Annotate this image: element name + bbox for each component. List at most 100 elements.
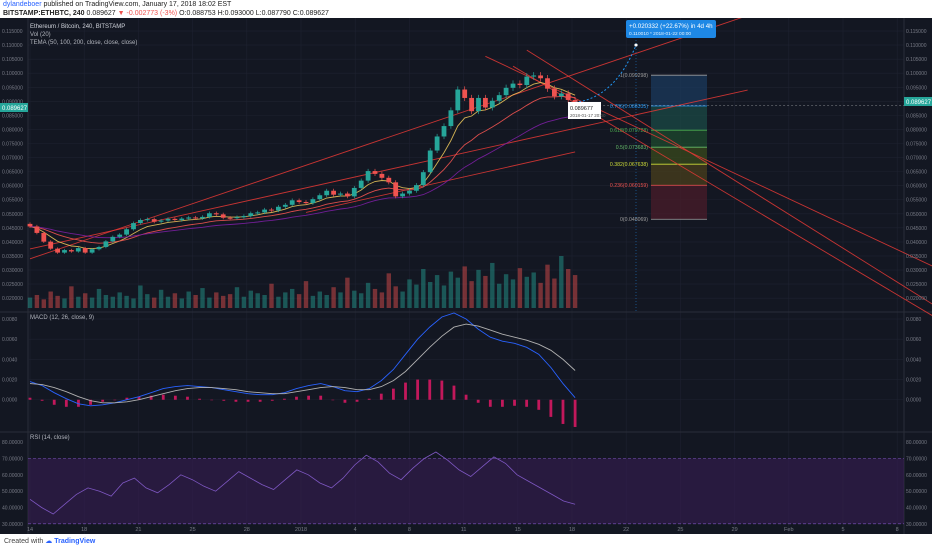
price-tick-left: 0.025000 (2, 282, 23, 288)
rsi-tick-left: 40.00000 (2, 506, 23, 512)
volume-bar (310, 295, 316, 308)
tema-lines (29, 82, 576, 250)
macd-histogram-bar (476, 399, 480, 403)
macd-histogram-bar (561, 399, 565, 424)
candle-body (476, 97, 481, 112)
candle-body (545, 78, 550, 89)
volume-bar (227, 294, 233, 308)
author-link[interactable]: dylandeboer (3, 1, 42, 8)
candle-body (48, 241, 54, 249)
price-tick-left: 0.100000 (2, 71, 23, 77)
price-tick-right: 0.075000 (906, 142, 927, 148)
volume-bar (393, 286, 398, 308)
candle-body (462, 89, 468, 98)
volume-bar (165, 296, 171, 308)
rsi-tick-left: 50.00000 (2, 489, 23, 495)
fib-zone (651, 147, 707, 165)
trend-line (29, 89, 748, 250)
macd-histogram-bar (28, 397, 32, 400)
current-price-tag-left (0, 103, 28, 112)
volume-bar (96, 288, 102, 308)
candle-body (420, 172, 426, 186)
volume-bar (345, 277, 350, 308)
rsi-tick-right: 60.00000 (906, 473, 927, 479)
candle-body (296, 200, 302, 202)
macd-tick-right: 0.0060 (906, 337, 922, 343)
price-tick-left: 0.090000 (2, 99, 23, 105)
candle-body (400, 193, 405, 197)
candle-body (434, 136, 440, 151)
footer: Created with ☁ TradingView (0, 534, 932, 550)
volume-bar (338, 292, 343, 308)
macd-histogram-bar (186, 396, 189, 400)
candle-body (331, 190, 336, 195)
volume-bar (262, 295, 267, 308)
rsi-tick-left: 80.00000 (2, 440, 23, 446)
macd-tick-right: 0.0000 (906, 398, 922, 404)
candle-body (227, 217, 233, 219)
price-projection[interactable] (575, 40, 638, 312)
volume-bar (517, 268, 523, 308)
macd-histogram-bar (137, 396, 141, 400)
current-price-left: 0.089627 (2, 106, 28, 112)
fibonacci-retracement[interactable]: 1(0.099298) 0.786(0.088335) 0.618(0.079728… (610, 73, 707, 223)
volume-bar (469, 281, 474, 308)
price-tick-left: 0.110000 (2, 43, 23, 49)
time-tick: 11 (461, 527, 467, 533)
price-tick-right: 0.035000 (906, 254, 927, 260)
fib-zone (651, 106, 707, 131)
macd-pane (28, 312, 577, 427)
ohlc-values: O:0.088753 H:0.093000 L:0.087790 C:0.089… (179, 10, 329, 17)
trend-lines[interactable] (29, 18, 932, 321)
candle-body (365, 171, 371, 181)
candle-body (317, 195, 323, 200)
price-change: -0.002773 (-3%) (126, 10, 178, 17)
published-text: published on TradingView.com, January 17… (43, 1, 232, 8)
price-tick-right: 0.030000 (906, 268, 927, 274)
time-tick: Feb (784, 527, 793, 533)
volume-bar (241, 296, 247, 308)
macd-histogram-bar (525, 399, 529, 407)
volume-bar (531, 272, 536, 308)
chart-area[interactable]: 1(0.099298) 0.786(0.088335) 0.618(0.079728… (0, 18, 932, 534)
macd-histogram-bar (77, 399, 80, 407)
volume-bar (283, 292, 288, 308)
time-tick: 25 (190, 527, 196, 533)
tema-legend: TEMA (50, 100, 200, close, close, close) (30, 40, 137, 46)
volume-bar (186, 291, 191, 308)
price-tick-left: 0.065000 (2, 170, 23, 176)
tradingview-brand[interactable]: TradingView (54, 538, 96, 545)
tema-line (29, 95, 576, 244)
macd-histogram-bar (89, 399, 92, 405)
price-tick-right: 0.115000 (906, 29, 927, 35)
macd-histogram-bar (416, 379, 420, 400)
cursor-tooltip (568, 102, 601, 119)
candle-body (276, 206, 281, 211)
macd-tick-left: 0.0040 (2, 357, 18, 363)
macd-histogram-bar (307, 395, 311, 400)
volume-bar (365, 282, 371, 308)
projection-target-dot (634, 43, 638, 47)
candle-body (469, 97, 474, 112)
volume-bar (117, 292, 122, 308)
price-tick-left: 0.020000 (2, 296, 23, 302)
volume-bar (27, 297, 33, 308)
volume-bar (331, 287, 336, 308)
price-tick-left: 0.030000 (2, 268, 23, 274)
price-tick-right: 0.020000 (906, 296, 927, 302)
chart-canvas[interactable]: 1(0.099298) 0.786(0.088335) 0.618(0.079728… (0, 18, 932, 534)
candle-body (220, 214, 226, 218)
candlesticks (27, 72, 578, 254)
trend-line (485, 55, 932, 267)
volume-bar (193, 295, 198, 308)
candle-body (345, 193, 350, 197)
candle-body (407, 190, 412, 194)
macd-histogram-bar (367, 398, 371, 400)
price-tick-right: 0.105000 (906, 57, 927, 63)
price-tick-right: 0.040000 (906, 240, 927, 246)
volume-bar (69, 286, 74, 308)
volume-bar (76, 296, 81, 308)
candle-body (89, 249, 95, 253)
volume-bar (379, 292, 385, 308)
fib-zone (651, 185, 707, 220)
